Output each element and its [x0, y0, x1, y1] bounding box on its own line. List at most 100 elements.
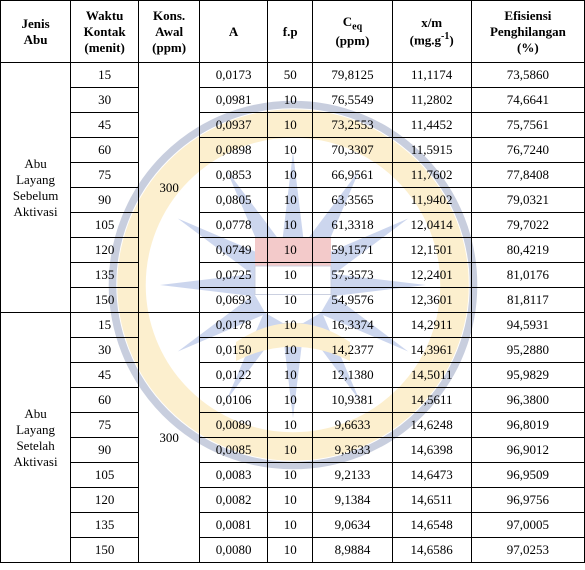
table-row: 450,01221012,138014,501195,9829 — [1, 363, 585, 388]
header-kons: Kons.Awal(ppm) — [139, 1, 200, 63]
table-row: AbuLayangSebelumAktivasi153000,01735079,… — [1, 63, 585, 88]
cell-fp: 10 — [268, 438, 313, 463]
cell-a: 0,0178 — [200, 313, 268, 338]
cell-a: 0,0749 — [200, 238, 268, 263]
cell-eff: 79,7022 — [471, 213, 584, 238]
cell-waktu: 135 — [71, 513, 139, 538]
cell-fp: 10 — [268, 338, 313, 363]
cell-waktu: 30 — [71, 88, 139, 113]
header-a: A — [200, 1, 268, 63]
cell-ceq: 59,1571 — [313, 238, 392, 263]
cell-fp: 10 — [268, 113, 313, 138]
cell-a: 0,0083 — [200, 463, 268, 488]
cell-eff: 96,9012 — [471, 438, 584, 463]
cell-waktu: 120 — [71, 488, 139, 513]
cell-a: 0,0173 — [200, 63, 268, 88]
table-row: 105 0,07781061,331812,041479,7022 — [1, 213, 585, 238]
cell-fp: 10 — [268, 413, 313, 438]
cell-a: 0,0122 — [200, 363, 268, 388]
table-row: 1050,0083109,213314,647396,9509 — [1, 463, 585, 488]
cell-waktu: 45 — [71, 113, 139, 138]
cell-waktu: 75 — [71, 413, 139, 438]
cell-xm: 14,6548 — [392, 513, 471, 538]
cell-eff: 81,8117 — [471, 288, 584, 313]
table-row: 1350,07251057,357312,240181,0176 — [1, 263, 585, 288]
cell-kons: 300 — [139, 63, 200, 313]
cell-ceq: 70,3307 — [313, 138, 392, 163]
cell-ceq: 61,3318 — [313, 213, 392, 238]
cell-fp: 10 — [268, 213, 313, 238]
table-row: 750,08531066,956111,760277,8408 — [1, 163, 585, 188]
cell-a: 0,0805 — [200, 188, 268, 213]
cell-a: 0,0898 — [200, 138, 268, 163]
cell-eff: 96,9509 — [471, 463, 584, 488]
cell-xm: 12,2401 — [392, 263, 471, 288]
cell-ceq: 9,6633 — [313, 413, 392, 438]
cell-a: 0,0725 — [200, 263, 268, 288]
cell-kons: 300 — [139, 313, 200, 563]
cell-a: 0,0778 — [200, 213, 268, 238]
cell-xm: 14,2911 — [392, 313, 471, 338]
cell-ceq: 10,9381 — [313, 388, 392, 413]
cell-xm: 11,2802 — [392, 88, 471, 113]
cell-ceq: 76,5549 — [313, 88, 392, 113]
cell-ceq: 14,2377 — [313, 338, 392, 363]
cell-fp: 10 — [268, 488, 313, 513]
cell-ceq: 54,9576 — [313, 288, 392, 313]
data-table: JenisAbu WaktuKontak(menit) Kons.Awal(pp… — [0, 0, 585, 563]
cell-a: 0,0082 — [200, 488, 268, 513]
cell-waktu: 120 — [71, 238, 139, 263]
table-row: 1500,06931054,957612,360181,8117 — [1, 288, 585, 313]
cell-fp: 10 — [268, 188, 313, 213]
table-row: 750,0089109,663314,624896,8019 — [1, 413, 585, 438]
cell-fp: 10 — [268, 288, 313, 313]
cell-ceq: 16,3374 — [313, 313, 392, 338]
cell-eff: 97,0005 — [471, 513, 584, 538]
cell-waktu: 60 — [71, 138, 139, 163]
cell-waktu: 105 — [71, 213, 139, 238]
cell-xm: 12,3601 — [392, 288, 471, 313]
table-row: 1200,0082109,138414,651196,9756 — [1, 488, 585, 513]
table-row: 1500,0080108,988414,658697,0253 — [1, 538, 585, 563]
cell-xm: 14,6398 — [392, 438, 471, 463]
cell-fp: 50 — [268, 63, 313, 88]
cell-a: 0,0693 — [200, 288, 268, 313]
cell-xm: 12,0414 — [392, 213, 471, 238]
cell-xm: 14,6586 — [392, 538, 471, 563]
table-row: 300,01501014,237714,396195,2880 — [1, 338, 585, 363]
cell-eff: 95,2880 — [471, 338, 584, 363]
cell-waktu: 45 — [71, 363, 139, 388]
cell-ceq: 63,3565 — [313, 188, 392, 213]
cell-ceq: 73,2553 — [313, 113, 392, 138]
table-row: 900,0085109,363314,639896,9012 — [1, 438, 585, 463]
cell-eff: 76,7240 — [471, 138, 584, 163]
cell-a: 0,0150 — [200, 338, 268, 363]
cell-xm: 11,9402 — [392, 188, 471, 213]
cell-eff: 80,4219 — [471, 238, 584, 263]
cell-a: 0,0080 — [200, 538, 268, 563]
cell-eff: 74,6641 — [471, 88, 584, 113]
cell-a: 0,0981 — [200, 88, 268, 113]
cell-ceq: 9,0634 — [313, 513, 392, 538]
cell-xm: 11,1174 — [392, 63, 471, 88]
cell-waktu: 60 — [71, 388, 139, 413]
cell-xm: 14,6473 — [392, 463, 471, 488]
cell-waktu: 75 — [71, 163, 139, 188]
cell-waktu: 15 — [71, 313, 139, 338]
cell-waktu: 135 — [71, 263, 139, 288]
cell-fp: 10 — [268, 388, 313, 413]
cell-eff: 96,9756 — [471, 488, 584, 513]
cell-xm: 14,5611 — [392, 388, 471, 413]
cell-fp: 10 — [268, 313, 313, 338]
cell-fp: 10 — [268, 363, 313, 388]
cell-eff: 94,5931 — [471, 313, 584, 338]
cell-eff: 73,5860 — [471, 63, 584, 88]
table-row: 1350,0081109,063414,654897,0005 — [1, 513, 585, 538]
cell-ceq: 66,9561 — [313, 163, 392, 188]
table-row: 900,08051063,356511,940279,0321 — [1, 188, 585, 213]
cell-fp: 10 — [268, 88, 313, 113]
cell-eff: 77,8408 — [471, 163, 584, 188]
cell-xm: 12,1501 — [392, 238, 471, 263]
cell-fp: 10 — [268, 138, 313, 163]
cell-waktu: 150 — [71, 538, 139, 563]
